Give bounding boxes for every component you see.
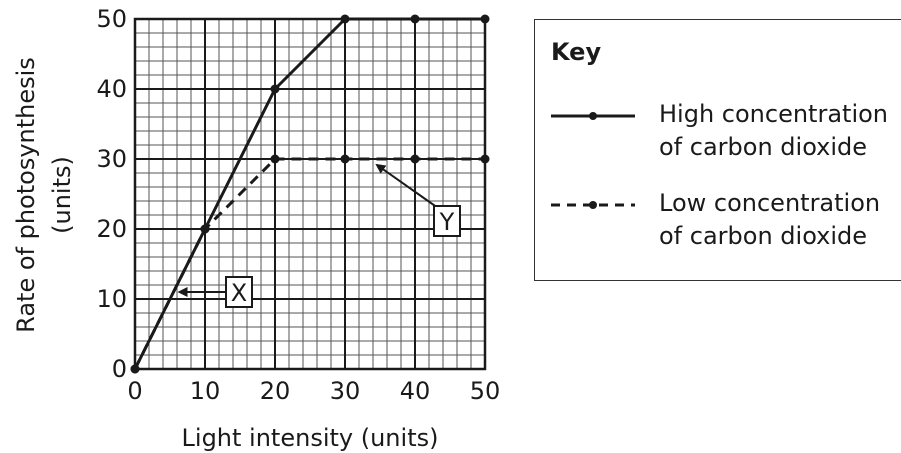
x-tick-label: 0 xyxy=(127,377,142,405)
data-point-high-co2 xyxy=(200,224,210,234)
data-point-low-co2 xyxy=(410,154,420,164)
legend-item-low-line1: Low concentration xyxy=(659,189,881,217)
plot-border xyxy=(133,17,487,371)
annotations: XY xyxy=(177,163,461,308)
solid-line-swatch-icon xyxy=(551,112,635,120)
data-point-low-co2 xyxy=(480,154,490,164)
data-point-high-co2 xyxy=(130,364,140,374)
x-tick-label: 10 xyxy=(190,377,221,405)
y-axis-label-units: (units) xyxy=(48,156,76,234)
x-tick-label: 40 xyxy=(400,377,431,405)
annotation-y-label: Y xyxy=(439,208,455,236)
y-tick-label: 20 xyxy=(96,215,127,243)
data-point-high-co2 xyxy=(340,14,350,24)
data-point-high-co2 xyxy=(480,14,490,24)
annotation-y-arrow xyxy=(375,163,439,209)
data-point-low-co2 xyxy=(340,154,350,164)
series-line-high-co2 xyxy=(133,17,485,370)
x-tick-label: 50 xyxy=(470,377,501,405)
minor-gridlines xyxy=(134,18,486,370)
x-tick-label: 20 xyxy=(260,377,291,405)
annotation-x-box xyxy=(225,276,253,308)
series-layer xyxy=(130,14,490,374)
dashed-line-swatch-icon xyxy=(551,201,635,209)
tick-labels: 0 10 20 30 40 50 0 10 20 30 40 50 xyxy=(96,5,500,405)
annotation-x-label: X xyxy=(231,279,247,307)
y-tick-label: 0 xyxy=(112,355,127,383)
annotation-y-box xyxy=(433,205,461,237)
y-axis-label: Rate of photosynthesis xyxy=(12,57,40,333)
y-tick-label: 50 xyxy=(96,5,127,33)
y-tick-label: 40 xyxy=(96,75,127,103)
x-tick-label: 30 xyxy=(330,377,361,405)
legend-title: Key xyxy=(551,38,602,66)
y-tick-label: 10 xyxy=(96,285,127,313)
data-point-high-co2 xyxy=(410,14,420,24)
legend: Key High concentration of carbon dioxide… xyxy=(534,19,901,281)
legend-item-high-line2: of carbon dioxide xyxy=(659,133,868,161)
data-point-low-co2 xyxy=(270,154,280,164)
y-tick-label: 30 xyxy=(96,145,127,173)
plot-frame xyxy=(133,17,487,371)
series-line-low-co2 xyxy=(133,157,485,370)
major-gridlines xyxy=(134,18,486,370)
data-point-high-co2 xyxy=(270,84,280,94)
legend-item-low-line2: of carbon dioxide xyxy=(659,222,868,250)
x-axis-label: Light intensity (units) xyxy=(182,424,439,452)
legend-item-high-line1: High concentration xyxy=(659,100,889,128)
